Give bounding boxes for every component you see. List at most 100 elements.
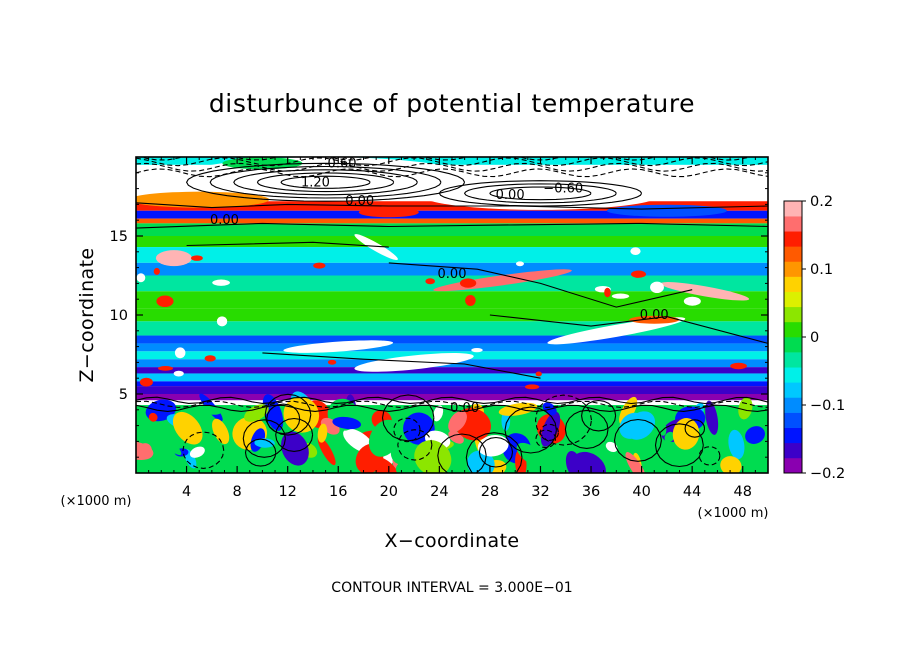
x-tick-label-24: 24 bbox=[430, 484, 448, 500]
contour-label-2: 0.00 bbox=[345, 194, 374, 209]
colorbar-cell-6 bbox=[784, 367, 802, 383]
contour-cell-6 bbox=[478, 436, 514, 468]
contour-interval-note: CONTOUR INTERVAL = 3.000E−01 bbox=[331, 580, 572, 596]
colorbar-cell-14 bbox=[784, 246, 802, 262]
contour-upper-right-1 bbox=[463, 183, 617, 204]
contour-label-3: 0.00 bbox=[496, 188, 525, 203]
filament-3 bbox=[283, 340, 394, 353]
plume-66 bbox=[570, 451, 606, 473]
filament-2 bbox=[354, 353, 474, 372]
colorbar-tick-label-1: 0.1 bbox=[810, 262, 833, 278]
contour-labels: 0.60 1.20 0.00 0.00 −0.60 0.00 0.00 0.00 0.00 bbox=[210, 157, 669, 416]
contour-top-dashed-0 bbox=[136, 168, 768, 178]
band-17 bbox=[136, 367, 768, 374]
contour-upper-right-2 bbox=[489, 186, 592, 201]
contour-cell-2 bbox=[613, 418, 662, 462]
contour-cell-7 bbox=[397, 429, 433, 461]
x-unit-label: (×1000 m) bbox=[698, 506, 769, 521]
contour-label-8: 0.00 bbox=[450, 401, 479, 416]
band-11 bbox=[136, 308, 768, 322]
cell-5 bbox=[191, 255, 203, 261]
contour-cell-4 bbox=[535, 429, 557, 449]
band-3 bbox=[136, 210, 768, 219]
contour-upper-0 bbox=[185, 162, 466, 202]
x-axis-label: X−coordinate bbox=[384, 530, 519, 552]
colorbar: 0.2 0.1 0 −0.1 −0.2 bbox=[783, 194, 845, 482]
y-axis-label: Z−coordinate bbox=[76, 247, 98, 382]
colorbar-cell-17 bbox=[784, 201, 802, 217]
plume-69 bbox=[317, 423, 328, 443]
x-tick-label-12: 12 bbox=[278, 484, 296, 500]
contour-label-6: 0.00 bbox=[438, 267, 467, 282]
contour-upper-2 bbox=[233, 169, 418, 196]
plume-68 bbox=[332, 416, 362, 430]
plume-41 bbox=[672, 418, 700, 450]
contour-label-5: 0.00 bbox=[210, 213, 239, 228]
plume-39 bbox=[605, 441, 618, 453]
colorbar-cell-10 bbox=[784, 306, 802, 323]
plume-80 bbox=[283, 396, 320, 433]
plume-22 bbox=[745, 426, 765, 444]
contour-label-4: −0.60 bbox=[543, 182, 583, 197]
cell-2 bbox=[535, 371, 542, 377]
filament-7 bbox=[155, 250, 192, 267]
plume-57 bbox=[433, 405, 444, 422]
colorbar-cell-0 bbox=[784, 457, 802, 474]
plume-28 bbox=[657, 419, 667, 436]
colorbar-cell-7 bbox=[784, 352, 802, 368]
cell-13 bbox=[631, 270, 647, 278]
chart-title: disturbunce of potential temperature bbox=[209, 89, 695, 118]
filament-5 bbox=[629, 315, 680, 324]
contour-top-dashed-2 bbox=[136, 157, 768, 167]
upper-structure-4 bbox=[606, 204, 727, 217]
plume-42 bbox=[172, 411, 203, 445]
contour-cell-14 bbox=[242, 419, 286, 458]
contour-cell-1 bbox=[564, 409, 609, 449]
band-7 bbox=[136, 247, 768, 263]
x-tick-label-28: 28 bbox=[481, 484, 499, 500]
cell-1 bbox=[204, 355, 216, 362]
contour-upper-4 bbox=[280, 175, 371, 189]
contour-cell-19 bbox=[381, 394, 435, 442]
plot-area: 0.60 1.20 0.00 0.00 −0.60 0.00 0.00 0.00 0.00 bbox=[135, 156, 769, 474]
colorbar-cell-4 bbox=[784, 397, 802, 413]
cell-16 bbox=[174, 347, 186, 359]
contour-lines bbox=[136, 157, 768, 473]
contour-zero-upper bbox=[136, 222, 768, 229]
plume-31 bbox=[212, 418, 230, 445]
contour-zero-lens bbox=[186, 241, 389, 248]
plume-74 bbox=[738, 397, 753, 420]
x-tick-label-16: 16 bbox=[329, 484, 347, 500]
cell-15 bbox=[611, 293, 630, 299]
colorbar-cell-5 bbox=[784, 382, 802, 398]
x-tick-label-32: 32 bbox=[531, 484, 549, 500]
colorbar-cell-16 bbox=[784, 216, 802, 232]
plume-71 bbox=[244, 404, 269, 422]
contour-cell-9 bbox=[698, 446, 721, 466]
plume-63 bbox=[157, 433, 182, 456]
plume-21 bbox=[148, 412, 158, 422]
x-tick-label-40: 40 bbox=[632, 484, 650, 500]
colorbar-cell-1 bbox=[784, 442, 802, 459]
contour-upper-1 bbox=[209, 165, 442, 199]
upper-structure-2 bbox=[136, 191, 270, 208]
z-unit-label: (×1000 m) bbox=[61, 494, 132, 509]
cell-19 bbox=[730, 362, 747, 370]
plume-82 bbox=[448, 410, 467, 433]
colorbar-cell-11 bbox=[784, 291, 802, 308]
plume-67 bbox=[281, 431, 309, 466]
plume-64 bbox=[728, 429, 745, 460]
x-tick-label-4: 4 bbox=[182, 484, 191, 500]
cell-18 bbox=[173, 370, 184, 377]
cell-12 bbox=[157, 366, 173, 371]
cell-25 bbox=[683, 296, 701, 306]
contour-top-dashed-1 bbox=[136, 162, 768, 172]
filament-4 bbox=[660, 282, 750, 301]
plume-33 bbox=[664, 431, 675, 443]
contour-lower-0 bbox=[136, 396, 768, 405]
colorbar-cell-15 bbox=[784, 231, 802, 247]
colorbar-tick-label-4: −0.2 bbox=[810, 466, 845, 482]
upper-structure-5 bbox=[358, 207, 419, 218]
plume-structures bbox=[136, 157, 765, 473]
